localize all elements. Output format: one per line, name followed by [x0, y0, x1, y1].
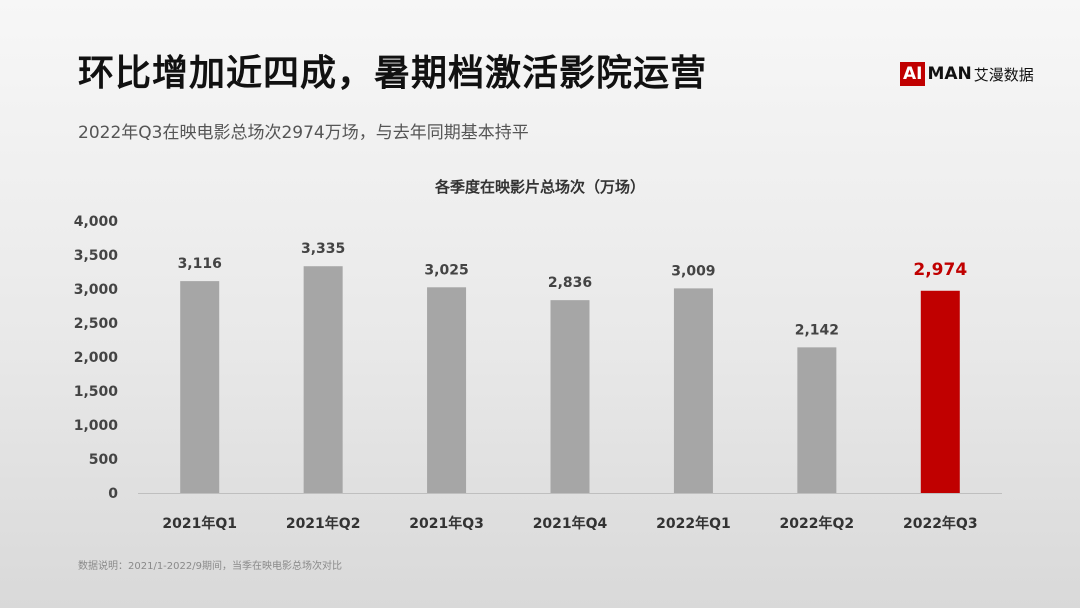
- y-axis: 0 500 1,000 1,500 2,000 2,500 3,000 3,500 4,000: [74, 214, 119, 502]
- bar: [180, 281, 220, 493]
- y-tick-label: 1,500: [74, 384, 119, 400]
- data-label: 2,142: [795, 322, 839, 338]
- data-label: 3,025: [424, 262, 468, 278]
- bar-series: 3,116 3,335 3,025 2,836 3,009 2,142 2,974: [178, 241, 967, 493]
- bar: [427, 287, 467, 493]
- x-axis: 2021年Q1 2021年Q2 2021年Q3 2021年Q4 2022年Q1 2022年…: [162, 515, 977, 532]
- y-tick-label: 3,500: [74, 248, 119, 264]
- bar: [550, 300, 590, 493]
- bar: [920, 290, 960, 493]
- x-tick-label: 2021年Q1: [162, 515, 237, 532]
- y-tick-label: 500: [89, 452, 118, 468]
- bar: [797, 347, 837, 493]
- chart-title: 各季度在映影片总场次（万场）: [434, 178, 645, 196]
- logo-man-text: MAN: [927, 64, 972, 84]
- x-tick-label: 2022年Q3: [903, 515, 978, 532]
- logo-ai-mark: AI: [900, 62, 926, 86]
- x-tick-label: 2022年Q2: [780, 515, 855, 532]
- data-label: 3,335: [301, 241, 345, 257]
- page-subtitle: 2022年Q3在映电影总场次2974万场，与去年同期基本持平: [78, 123, 529, 143]
- brand-logo: AI MAN 艾漫数据: [900, 62, 1034, 86]
- page-title: 环比增加近四成，暑期档激活影院运营: [78, 53, 708, 94]
- data-label: 2,974: [913, 260, 967, 280]
- data-label: 3,009: [671, 263, 715, 279]
- x-tick-label: 2022年Q1: [656, 515, 731, 532]
- logo-company-name: 艾漫数据: [973, 65, 1034, 84]
- data-label: 2,836: [548, 275, 592, 291]
- y-tick-label: 2,000: [74, 350, 119, 366]
- bar: [673, 288, 713, 493]
- x-tick-label: 2021年Q3: [409, 515, 484, 532]
- y-tick-label: 2,500: [74, 316, 119, 332]
- bar: [303, 266, 343, 493]
- data-label: 3,116: [178, 256, 222, 272]
- y-tick-label: 3,000: [74, 282, 119, 298]
- x-tick-label: 2021年Q4: [533, 515, 608, 532]
- x-tick-label: 2021年Q2: [286, 515, 361, 532]
- y-tick-label: 0: [108, 486, 118, 502]
- y-tick-label: 1,000: [74, 418, 119, 434]
- y-tick-label: 4,000: [74, 214, 119, 230]
- data-footnote: 数据说明：2021/1-2022/9期间，当季在映电影总场次对比: [78, 561, 342, 572]
